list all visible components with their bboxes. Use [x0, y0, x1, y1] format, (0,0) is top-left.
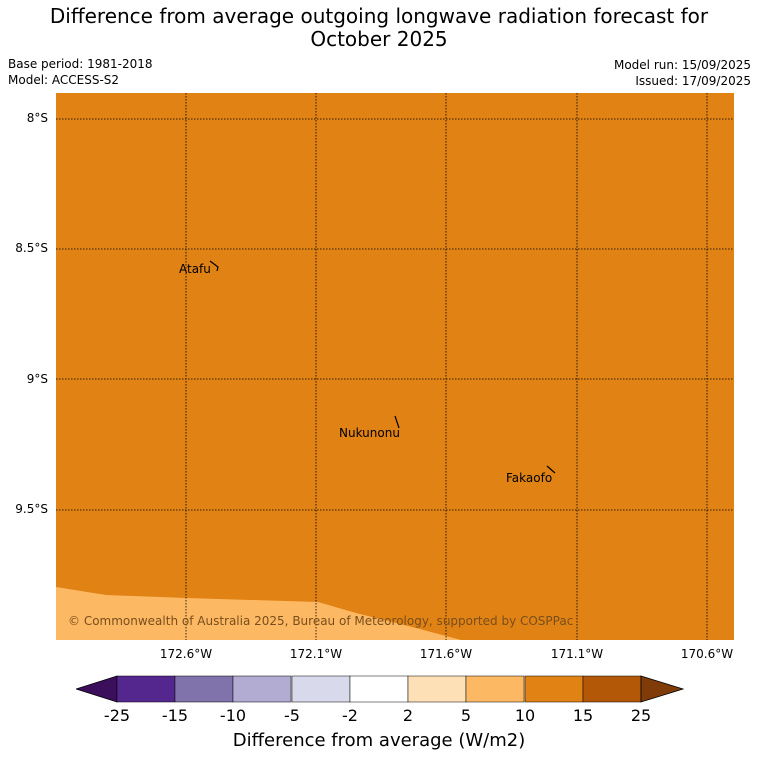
colorbar-label: Difference from average (W/m2): [232, 730, 526, 751]
anomaly-region-main: [56, 93, 734, 640]
lon-label-170-6w: 170.6°W: [680, 647, 734, 661]
lon-label-171-1w: 171.1°W: [550, 647, 604, 661]
map-svg: [56, 93, 734, 640]
title-line-1: Difference from average outgoing longwav…: [49, 4, 709, 28]
colorbar-segment-8: [524, 675, 584, 703]
colorbar-segment-3: [232, 675, 292, 703]
issued-date: Issued: 17/09/2025: [635, 74, 751, 88]
colorbar-segment-1: [116, 675, 176, 703]
model-name: Model: ACCESS-S2: [8, 73, 120, 87]
lon-label-172-6w: 172.6°W: [159, 647, 213, 661]
lon-label-171-6w: 171.6°W: [419, 647, 473, 661]
fakaofo-outline: [546, 465, 556, 474]
meta-right: Model run: 15/09/2025 Issued: 17/09/2025: [614, 57, 751, 89]
base-period: Base period: 1981-2018: [8, 57, 153, 71]
colorbar-tick: -25: [103, 706, 131, 725]
colorbar-tick: -5: [284, 706, 300, 725]
colorbar-segment-4: [291, 675, 351, 703]
colorbar-tick: -2: [342, 706, 358, 725]
model-run: Model run: 15/09/2025: [613, 58, 751, 72]
lat-label-9-5s: 9.5°S: [15, 502, 48, 516]
colorbar-max-arrow: [640, 675, 684, 703]
gridlines: [56, 93, 734, 640]
place-label-nukunonu: Nukunonu: [339, 426, 400, 440]
colorbar-tick: 15: [572, 706, 594, 725]
colorbar-segment-6: [407, 675, 467, 703]
colorbar-tick: 5: [460, 706, 472, 725]
lon-label-172-1w: 172.1°W: [289, 647, 343, 661]
atafu-outline: [209, 260, 219, 272]
colorbar-tick: -15: [161, 706, 189, 725]
copyright-notice: © Commonwealth of Australia 2025, Bureau…: [68, 614, 574, 628]
nukunonu-outline: [394, 415, 400, 429]
colorbar-tick: 25: [630, 706, 652, 725]
lat-label-9s: 9°S: [26, 372, 48, 386]
colorbar-tick: 2: [402, 706, 414, 725]
map-area[interactable]: [56, 93, 734, 640]
lat-label-8-5s: 8.5°S: [15, 241, 48, 255]
chart-title: Difference from average outgoing longwav…: [0, 5, 758, 51]
atoll-outlines: [209, 260, 556, 474]
colorbar-segment-9: [582, 675, 642, 703]
meta-left: Base period: 1981-2018 Model: ACCESS-S2: [8, 56, 153, 88]
colorbar-min-arrow: [76, 675, 118, 703]
title-line-2: October 2025: [310, 27, 448, 51]
lat-label-8s: 8°S: [26, 111, 48, 125]
place-label-atafu: Atafu: [179, 262, 211, 276]
colorbar: [76, 675, 684, 703]
colorbar-segment-5: [349, 675, 409, 703]
anomaly-region-lower: [56, 587, 461, 640]
colorbar-segment-7: [465, 675, 525, 703]
place-label-fakaofo: Fakaofo: [506, 471, 553, 485]
colorbar-segment-2: [174, 675, 234, 703]
colorbar-tick: -10: [219, 706, 247, 725]
colorbar-tick: 10: [514, 706, 536, 725]
